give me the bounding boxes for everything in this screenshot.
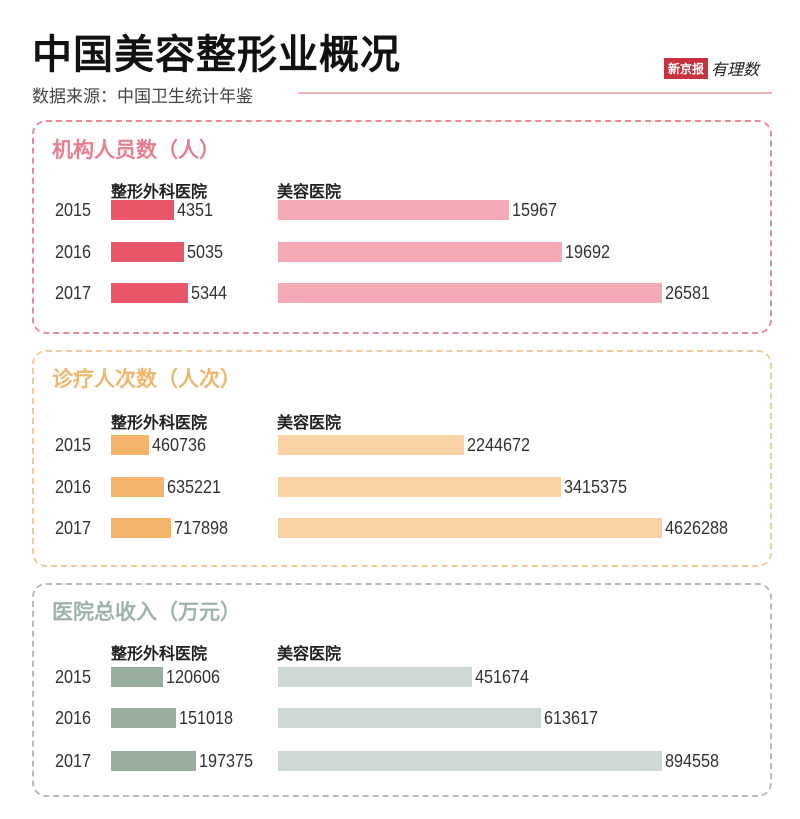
value-label-surgery: 635221 (166, 477, 221, 497)
bar-beauty (278, 283, 662, 303)
value-label-surgery: 5344 (191, 283, 228, 303)
value-label-beauty: 19692 (565, 242, 611, 262)
value-label-beauty: 15967 (511, 200, 557, 220)
bar-surgery (111, 477, 164, 497)
chart-title: 机构人员数（人） (52, 139, 220, 162)
bar-surgery (111, 283, 189, 303)
bar-surgery (111, 518, 171, 538)
year-label: 2016 (55, 242, 92, 262)
bar-beauty (278, 708, 542, 728)
year-label: 2015 (55, 667, 92, 687)
legend-surgery: 整形外科医院 (111, 415, 208, 432)
bar-beauty (278, 200, 509, 220)
logo: 新京报 有理数 (664, 57, 760, 79)
chart-panel: 医院总收入（万元） 整形外科医院 美容医院 2015 120606 451674 2016 1… (32, 583, 772, 797)
value-label-surgery: 4351 (176, 200, 213, 220)
data-source: 数据来源：中国卫生统计年鉴 (32, 87, 253, 106)
value-label-beauty: 894558 (665, 751, 720, 771)
value-label-beauty: 2244672 (467, 435, 531, 455)
legend-beauty: 美容医院 (277, 646, 342, 663)
bar-beauty (278, 435, 465, 455)
value-label-beauty: 4626288 (665, 518, 729, 538)
value-label-surgery: 151018 (178, 708, 233, 728)
chart-panel: 诊疗人次数（人次） 整形外科医院 美容医院 2015 460736 2244672 2016… (32, 350, 772, 567)
value-label-beauty: 613617 (544, 708, 599, 728)
value-label-beauty: 451674 (474, 667, 529, 687)
legend-beauty: 美容医院 (277, 184, 342, 201)
bar-beauty (278, 667, 472, 687)
bar-surgery (111, 751, 196, 771)
value-label-surgery: 717898 (173, 518, 228, 538)
chart-title: 诊疗人次数（人次） (52, 368, 241, 391)
legend-beauty: 美容医院 (277, 415, 342, 432)
bar-beauty (278, 518, 662, 538)
year-label: 2016 (55, 477, 92, 497)
bar-surgery (111, 667, 163, 687)
value-label-surgery: 197375 (198, 751, 253, 771)
year-label: 2017 (55, 283, 92, 303)
divider (298, 92, 772, 94)
year-label: 2015 (55, 435, 92, 455)
year-label: 2017 (55, 518, 92, 538)
value-label-surgery: 5035 (186, 242, 223, 262)
bar-beauty (278, 477, 562, 497)
value-label-surgery: 460736 (152, 435, 207, 455)
year-label: 2015 (55, 200, 92, 220)
chart-panel: 机构人员数（人） 整形外科医院 美容医院 2015 4351 15967 2016 5035 1… (32, 120, 772, 334)
logo-script: 有理数 (711, 60, 760, 79)
bar-beauty (278, 242, 563, 262)
value-label-beauty: 3415375 (564, 477, 628, 497)
bar-surgery (111, 708, 176, 728)
year-label: 2016 (55, 708, 92, 728)
value-label-surgery: 120606 (165, 667, 220, 687)
year-label: 2017 (55, 751, 92, 771)
bar-surgery (111, 200, 174, 220)
chart-title: 医院总收入（万元） (52, 601, 241, 624)
legend-surgery: 整形外科医院 (111, 646, 208, 663)
legend-surgery: 整形外科医院 (111, 184, 208, 201)
value-label-beauty: 26581 (665, 283, 711, 303)
bar-surgery (111, 435, 150, 455)
bar-surgery (111, 242, 184, 262)
logo-box: 新京报 (664, 57, 709, 79)
page-title: 中国美容整形业概况 (32, 33, 401, 77)
bar-beauty (278, 751, 662, 771)
